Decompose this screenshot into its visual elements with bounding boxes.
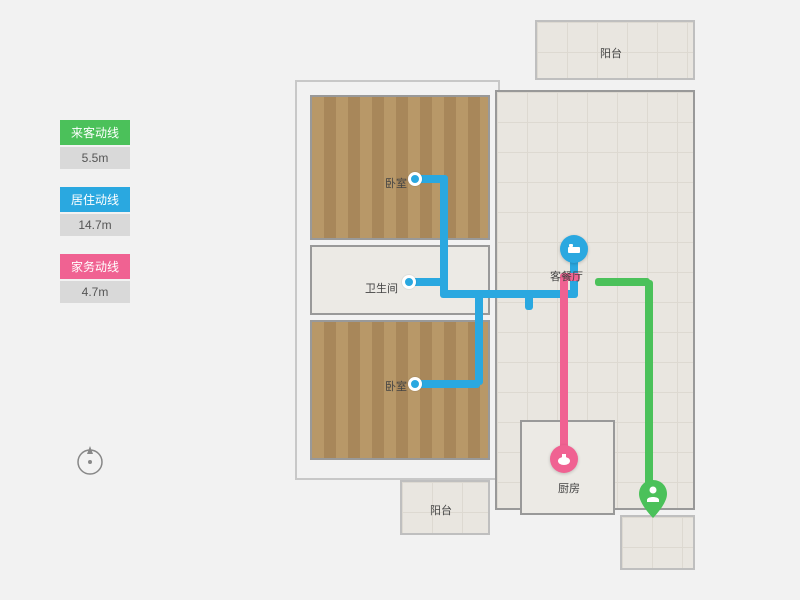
legend-item-chore: 家务动线 4.7m bbox=[60, 254, 130, 303]
floorplan: 阳台 卧室 卫生间 客餐厅 卧室 厨房 阳台 bbox=[270, 20, 700, 580]
label-balcony-top: 阳台 bbox=[600, 45, 622, 61]
legend-value-chore: 4.7m bbox=[60, 281, 130, 303]
label-balcony-bottom: 阳台 bbox=[430, 502, 452, 518]
label-bedroom-1: 卧室 bbox=[385, 175, 407, 191]
label-bedroom-2: 卧室 bbox=[385, 378, 407, 394]
compass-icon bbox=[70, 440, 110, 485]
legend-value-guest: 5.5m bbox=[60, 147, 130, 169]
label-bath: 卫生间 bbox=[365, 280, 398, 296]
room-bedroom-1 bbox=[310, 95, 490, 240]
legend-item-living: 居住动线 14.7m bbox=[60, 187, 130, 236]
room-bath bbox=[310, 245, 490, 315]
label-living: 客餐厅 bbox=[550, 268, 583, 284]
room-entry bbox=[620, 515, 695, 570]
pot-icon bbox=[550, 445, 578, 473]
person-pin-icon bbox=[638, 480, 664, 506]
legend-label-guest: 来客动线 bbox=[60, 120, 130, 145]
legend-label-living: 居住动线 bbox=[60, 187, 130, 212]
label-kitchen: 厨房 bbox=[558, 480, 580, 496]
legend-value-living: 14.7m bbox=[60, 214, 130, 236]
legend: 来客动线 5.5m 居住动线 14.7m 家务动线 4.7m bbox=[60, 120, 130, 321]
legend-item-guest: 来客动线 5.5m bbox=[60, 120, 130, 169]
legend-label-chore: 家务动线 bbox=[60, 254, 130, 279]
hub-icon bbox=[560, 235, 588, 263]
